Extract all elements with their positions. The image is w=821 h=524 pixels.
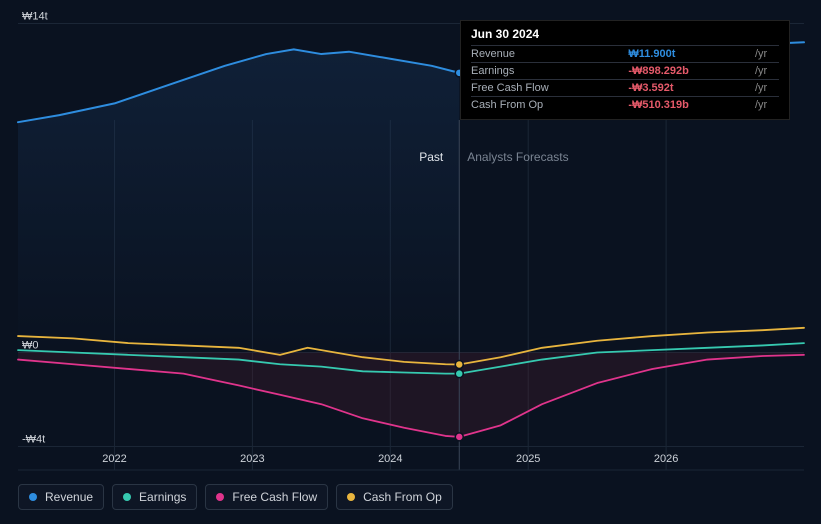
tooltip-row-value: -₩898.292b <box>628 63 751 80</box>
legend-item-fcf[interactable]: Free Cash Flow <box>205 484 328 510</box>
tooltip-row-label: Free Cash Flow <box>471 80 628 97</box>
tooltip-row: Revenue₩11.900t/yr <box>471 46 779 63</box>
svg-text:2024: 2024 <box>378 453 402 465</box>
tooltip-row-suffix: /yr <box>751 46 779 63</box>
svg-text:₩14t: ₩14t <box>22 11 48 23</box>
legend-item-revenue[interactable]: Revenue <box>18 484 104 510</box>
legend-label: Revenue <box>45 490 93 504</box>
tooltip-row-label: Cash From Op <box>471 97 628 114</box>
tooltip-date: Jun 30 2024 <box>471 27 779 45</box>
past-region-label: Past <box>419 150 443 164</box>
tooltip-row: Free Cash Flow-₩3.592t/yr <box>471 80 779 97</box>
tooltip-row-label: Earnings <box>471 63 628 80</box>
svg-text:₩0: ₩0 <box>22 340 39 352</box>
tooltip-row-suffix: /yr <box>751 80 779 97</box>
legend-dot-icon <box>216 493 224 501</box>
svg-text:2026: 2026 <box>654 453 678 465</box>
legend-dot-icon <box>123 493 131 501</box>
legend-label: Free Cash Flow <box>232 490 317 504</box>
tooltip-row-value: -₩510.319b <box>628 97 751 114</box>
legend-dot-icon <box>29 493 37 501</box>
tooltip-row-suffix: /yr <box>751 97 779 114</box>
tooltip-row: Earnings-₩898.292b/yr <box>471 63 779 80</box>
svg-text:2022: 2022 <box>102 453 126 465</box>
forecast-region-label: Analysts Forecasts <box>467 150 568 164</box>
legend-dot-icon <box>347 493 355 501</box>
legend-label: Earnings <box>139 490 186 504</box>
tooltip-row: Cash From Op-₩510.319b/yr <box>471 97 779 114</box>
tooltip-row-value: -₩3.592t <box>628 80 751 97</box>
tooltip-table: Revenue₩11.900t/yr Earnings-₩898.292b/yr… <box>471 45 779 113</box>
legend-label: Cash From Op <box>363 490 442 504</box>
chart-tooltip: Jun 30 2024 Revenue₩11.900t/yr Earnings-… <box>460 20 790 120</box>
svg-text:2023: 2023 <box>240 453 264 465</box>
tooltip-row-value: ₩11.900t <box>628 46 751 63</box>
tooltip-row-suffix: /yr <box>751 63 779 80</box>
legend-item-earnings[interactable]: Earnings <box>112 484 197 510</box>
tooltip-row-label: Revenue <box>471 46 628 63</box>
chart-legend: Revenue Earnings Free Cash Flow Cash Fro… <box>18 484 453 510</box>
legend-item-cfo[interactable]: Cash From Op <box>336 484 453 510</box>
svg-text:2025: 2025 <box>516 453 540 465</box>
financial-forecast-chart: -₩4t ₩0 ₩14t 2022 2023 2024 2025 2026 Past Anal… <box>0 0 821 524</box>
svg-text:-₩4t: -₩4t <box>22 434 45 446</box>
